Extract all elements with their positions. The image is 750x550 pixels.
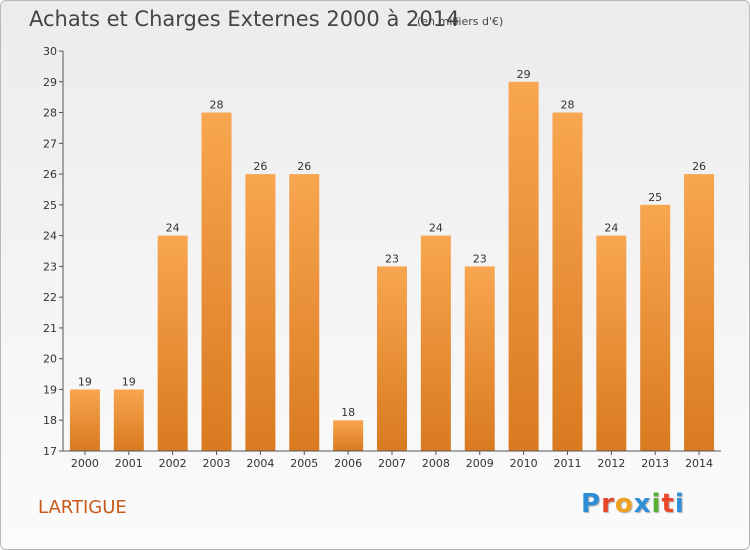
- y-tick-label: 23: [43, 260, 57, 273]
- x-tick-label: 2014: [685, 457, 713, 470]
- y-tick-label: 22: [43, 291, 57, 304]
- x-tick-label: 2011: [553, 457, 581, 470]
- bar: [596, 235, 627, 451]
- proxiti-logo[interactable]: Proxiti: [581, 489, 685, 519]
- y-tick-label: 21: [43, 322, 57, 335]
- y-tick-label: 24: [43, 230, 57, 243]
- chart-title: Achats et Charges Externes 2000 à 2014: [29, 7, 460, 31]
- x-tick-label: 2009: [466, 457, 494, 470]
- bar: [69, 389, 100, 451]
- data-label: 26: [297, 160, 311, 173]
- logo-letter: x: [633, 489, 652, 519]
- y-tick-label: 20: [43, 353, 57, 366]
- data-label: 23: [473, 252, 487, 265]
- data-label: 26: [692, 160, 706, 173]
- x-tick-label: 2002: [159, 457, 187, 470]
- logo-letter: o: [614, 489, 634, 519]
- bar: [552, 112, 583, 452]
- bar: [333, 420, 364, 451]
- x-tick-label: 2003: [203, 457, 231, 470]
- bar: [684, 174, 715, 452]
- bar: [420, 235, 451, 451]
- y-tick-label: 26: [43, 168, 57, 181]
- data-label: 28: [560, 99, 574, 112]
- x-tick-label: 2013: [641, 457, 669, 470]
- y-tick-label: 25: [43, 199, 57, 212]
- x-tick-label: 2005: [290, 457, 318, 470]
- bar: [201, 112, 232, 452]
- bar: [377, 266, 407, 451]
- y-tick-label: 28: [43, 107, 57, 120]
- x-tick-label: 2001: [115, 457, 143, 470]
- x-tick-label: 2004: [246, 457, 274, 470]
- y-tick-label: 27: [43, 137, 57, 150]
- bar: [640, 204, 671, 451]
- logo-letter: t: [661, 489, 675, 519]
- x-tick-label: 2006: [334, 457, 362, 470]
- x-tick-label: 2010: [510, 457, 538, 470]
- bar: [464, 266, 495, 451]
- logo-letter: P: [581, 489, 602, 519]
- y-tick-label: 19: [43, 383, 57, 396]
- x-tick-label: 2008: [422, 457, 450, 470]
- commune-name: LARTIGUE: [38, 497, 127, 518]
- bar: [508, 81, 539, 452]
- data-label: 28: [210, 99, 224, 112]
- bar: [245, 174, 276, 452]
- data-label: 29: [517, 68, 531, 81]
- data-label: 19: [78, 375, 92, 388]
- logo-letter: r: [601, 489, 615, 519]
- y-tick-label: 30: [43, 45, 57, 58]
- logo-letter: i: [651, 489, 662, 519]
- x-tick-label: 2000: [71, 457, 99, 470]
- y-tick-label: 29: [43, 76, 57, 89]
- y-tick-label: 18: [43, 414, 57, 427]
- y-tick-label: 17: [43, 445, 57, 458]
- chart-unit: (en milliers d'€): [417, 15, 504, 28]
- data-label: 18: [341, 406, 355, 419]
- data-label: 24: [604, 222, 618, 235]
- data-label: 26: [253, 160, 267, 173]
- bar: [289, 174, 320, 452]
- data-label: 19: [122, 375, 136, 388]
- bar: [113, 389, 144, 451]
- bar: [157, 235, 188, 451]
- data-label: 25: [648, 191, 662, 204]
- x-tick-label: 2007: [378, 457, 406, 470]
- data-label: 24: [429, 222, 443, 235]
- data-label: 23: [385, 252, 399, 265]
- data-label: 24: [166, 222, 180, 235]
- x-tick-label: 2012: [597, 457, 625, 470]
- logo-letter: i: [674, 489, 685, 519]
